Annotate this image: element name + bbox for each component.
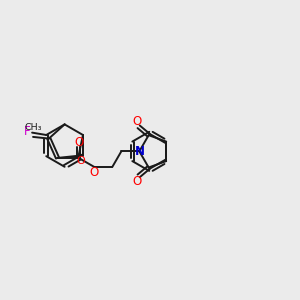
Text: O: O — [133, 115, 142, 128]
Text: O: O — [75, 136, 84, 148]
Text: F: F — [24, 125, 31, 138]
Text: O: O — [90, 166, 99, 179]
Text: N: N — [135, 145, 145, 158]
Text: CH₃: CH₃ — [24, 123, 42, 132]
Text: O: O — [133, 175, 142, 188]
Text: O: O — [76, 156, 85, 166]
